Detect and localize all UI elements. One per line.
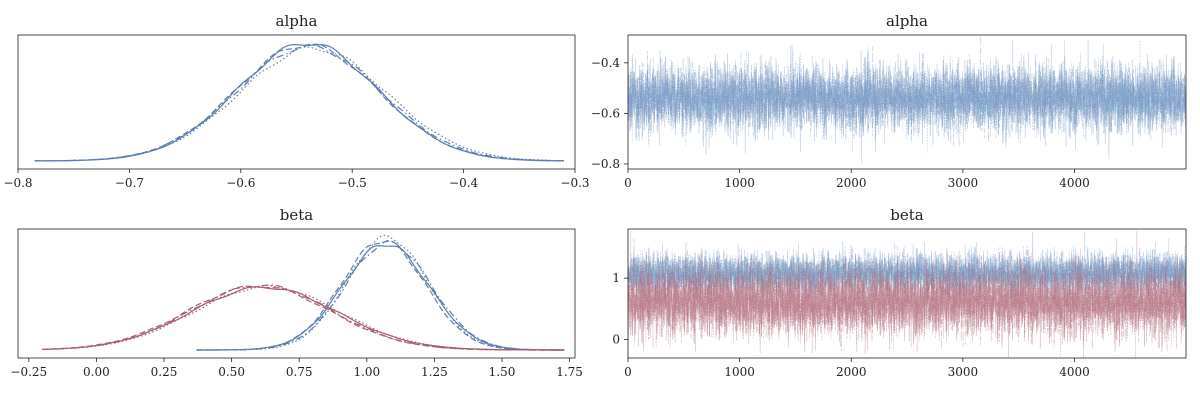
x-tick-label: 2000 [836,176,867,190]
density-line-blue-dashdot [34,43,564,162]
trace-chain-blue_trace-3 [628,231,1186,305]
x-tick-label: 1000 [724,365,755,379]
x-tick-label: 1.75 [556,365,583,379]
axes-frame [17,34,576,170]
density-lines [42,234,565,351]
x-tick-label: −0.8 [3,176,32,190]
density-line-blue-dashed [196,240,565,351]
x-tick-label: 4000 [1059,365,1090,379]
x-tick-label: −0.7 [115,176,144,190]
density-panel-alpha: alpha −0.8 −0.7 −0.6 −0.5 −0.4 −0.3 [3,12,589,190]
density-line-blue-solid [34,43,564,162]
x-tick-label: 1.25 [421,365,448,379]
trace-chain-red_trace-4 [628,230,1186,358]
x-tick-label: 4000 [1059,176,1090,190]
x-tick-label: −0.4 [449,176,479,190]
x-tick-label: 3000 [948,176,979,190]
x-tick-label: 1000 [724,176,755,190]
trace-chain-blue_trace-2 [628,40,1186,153]
x-tick-label: −0.5 [338,176,367,190]
x-tick-label: −0.6 [226,176,255,190]
axes-frame [627,228,1187,359]
x-tick-label: 0.75 [286,365,313,379]
density-panel-beta: beta −0.25 0.00 0.25 0.50 0.75 1.00 1.25 1.50 1.7… [10,206,583,379]
x-tick-label: 3000 [948,365,979,379]
panel-title: beta [280,206,314,224]
axes-frame [17,228,576,359]
y-tick-label: 0 [612,333,620,347]
x-tick-label: −0.3 [560,176,589,190]
trace-panel-beta: beta 0 1000 2000 3000 4000 0 1 [612,206,1187,379]
panel-title: beta [890,206,924,224]
trace-chain-blue_trace-4 [628,238,1186,308]
density-line-blue-dashed [34,43,564,162]
y-tick-label: −0.8 [591,157,620,171]
y-tick-label: −0.6 [591,106,620,120]
axes-frame [627,34,1187,170]
density-line-blue-dashdot [196,239,565,351]
density-line-blue-dotted [196,234,565,351]
trace-chain-red_trace-2 [628,251,1186,358]
y-tick-label: −0.4 [591,56,621,70]
panel-title: alpha [886,12,928,30]
x-tick-label: 0.50 [218,365,245,379]
trace-chain-red_trace-1 [628,230,1186,354]
x-tick-label: −0.25 [10,365,47,379]
density-line-blue-dotted [34,46,564,162]
y-tick-label: 1 [612,271,620,285]
trace-panel-alpha: alpha 0 1000 2000 3000 4000 −0.8 −0.6 −0.4 [591,12,1187,190]
trace-chain-blue_trace-1 [628,45,1186,164]
trace-chain-red_trace-3 [628,242,1186,354]
density-lines [34,43,564,162]
trace-lines [628,230,1186,358]
x-tick-label: 1.00 [353,365,380,379]
x-tick-label: 0 [624,176,632,190]
panel-title: alpha [276,12,318,30]
x-tick-label: 0 [624,365,632,379]
x-tick-label: 1.50 [489,365,516,379]
trace-chain-blue_trace-2 [628,238,1186,308]
trace-lines [628,35,1186,164]
trace-chain-blue_trace-4 [628,40,1186,153]
trace-chain-blue_trace-1 [628,231,1186,305]
x-tick-label: 0.25 [151,365,178,379]
x-tick-label: 2000 [836,365,867,379]
x-tick-label: 0.00 [83,365,110,379]
density-line-red-dashdot [42,284,565,351]
trace-chain-blue_trace-3 [628,35,1186,149]
